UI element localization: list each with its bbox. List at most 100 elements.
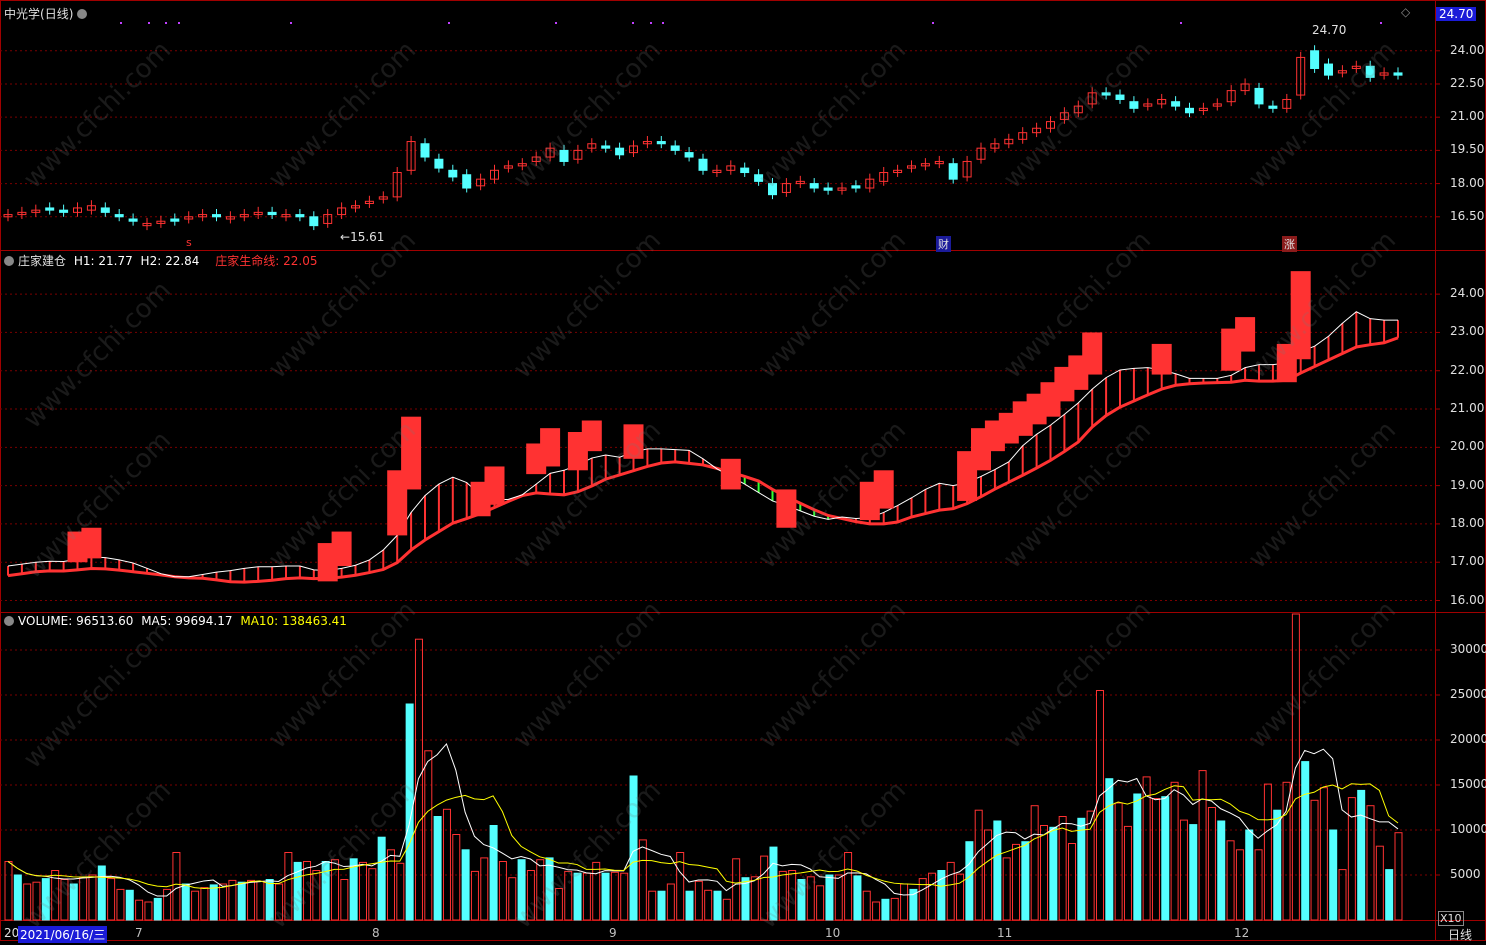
- volume-bar: [69, 883, 78, 921]
- volume-bar: [125, 889, 134, 921]
- volume-bar: [620, 872, 629, 921]
- volume-bar: [414, 638, 423, 921]
- indicator-block: [331, 531, 352, 567]
- volume-bar: [1002, 857, 1011, 921]
- price-candle: [114, 214, 124, 218]
- volume-bar: [489, 825, 498, 921]
- price-candle: [434, 158, 444, 169]
- volume-settings-icon[interactable]: [4, 616, 14, 626]
- volume-bar: [200, 887, 209, 921]
- volume-bar: [657, 890, 666, 921]
- indicator-tick-label: 24.00: [1450, 286, 1485, 301]
- period-day-button[interactable]: 日线: [1448, 928, 1473, 942]
- volume-bar: [219, 883, 228, 921]
- volume-bar: [1067, 843, 1076, 921]
- price-candle: [225, 216, 235, 220]
- volume-bar: [965, 841, 974, 921]
- price-candle: [100, 207, 110, 213]
- volume-tick-label: 25000: [1450, 687, 1486, 701]
- price-candle: [128, 218, 138, 222]
- price-candle: [3, 214, 13, 218]
- price-candle: [907, 165, 916, 169]
- volume-bar: [1021, 841, 1030, 921]
- signal-dot: [632, 22, 634, 24]
- indicator-tick-label: 23.00: [1450, 324, 1485, 339]
- indicator-block: [1082, 332, 1103, 375]
- marker-zhang[interactable]: 涨: [1282, 236, 1297, 252]
- indicator-settings-icon[interactable]: [4, 256, 14, 266]
- volume-bar: [732, 858, 741, 921]
- price-candle: [809, 183, 819, 189]
- low-price-label: ←15.61: [340, 230, 385, 244]
- volume-bar: [442, 808, 451, 921]
- price-candle: [267, 211, 277, 216]
- volume-bar: [564, 870, 573, 921]
- price-candle: [364, 200, 374, 205]
- price-candle: [865, 178, 875, 189]
- volume-tick-label: 5000: [1450, 867, 1481, 881]
- volume-bar: [797, 879, 806, 921]
- last-price-badge: 24.70: [1436, 7, 1477, 21]
- price-candle: [45, 207, 55, 211]
- volume-unit: X10: [1438, 911, 1464, 926]
- price-candle: [212, 214, 221, 218]
- volume-bar: [825, 874, 834, 921]
- volume-bar: [629, 775, 638, 921]
- volume-bar: [4, 861, 13, 921]
- volume-bar: [890, 897, 899, 921]
- marker-s[interactable]: s: [186, 236, 192, 249]
- signal-dot: [555, 22, 557, 24]
- indicator-name: 庄家建仓: [18, 254, 67, 268]
- volume-bar: [1310, 799, 1319, 921]
- volume-bar: [685, 890, 694, 921]
- price-candle: [1143, 103, 1153, 107]
- price-candle: [934, 160, 944, 165]
- price-candle: [962, 160, 972, 178]
- signal-dot: [148, 22, 150, 24]
- price-candle: [948, 163, 958, 180]
- price-tick-label: 16.50: [1450, 208, 1485, 223]
- price-candle: [642, 141, 652, 145]
- indicator-h1: H1: 21.77: [73, 254, 133, 268]
- volume-bar: [1198, 770, 1207, 921]
- price-candle: [1240, 83, 1250, 92]
- price-candle: [795, 180, 805, 185]
- price-candle: [309, 216, 319, 227]
- price-candle: [1351, 65, 1361, 69]
- volume-bar: [760, 855, 769, 921]
- price-candle: [1073, 105, 1083, 114]
- signal-dot: [165, 22, 167, 24]
- volume-bar: [853, 875, 862, 921]
- volume-bar: [181, 883, 190, 921]
- price-candle: [1115, 94, 1125, 100]
- price-candle: [142, 222, 152, 227]
- h1-line: [7, 311, 1398, 578]
- price-candle: [1004, 138, 1014, 145]
- price-candle: [1393, 72, 1403, 76]
- volume-bar: [956, 873, 965, 921]
- indicator-tick-label: 16.00: [1450, 592, 1485, 607]
- signal-dot: [1180, 22, 1182, 24]
- settings-icon[interactable]: [77, 9, 88, 19]
- price-candle: [490, 169, 499, 180]
- volume-bar: [377, 836, 386, 921]
- indicator-tick-label: 18.00: [1450, 515, 1485, 530]
- price-candle: [601, 145, 611, 149]
- volume-bar: [498, 861, 507, 921]
- price-candle: [1101, 92, 1111, 96]
- volume-bar: [1245, 829, 1254, 921]
- volume-bar: [778, 870, 787, 921]
- price-candle: [392, 172, 402, 198]
- marker-cai[interactable]: 财: [936, 236, 951, 252]
- price-candle: [281, 214, 291, 218]
- volume-bar: [573, 872, 582, 921]
- volume-ma5: MA5: 99694.17: [141, 614, 233, 628]
- life-line: [7, 336, 1399, 584]
- price-candle: [893, 169, 903, 174]
- volume-bar: [321, 861, 330, 921]
- price-candle: [545, 147, 555, 158]
- price-candle: [476, 178, 486, 187]
- diamond-icon[interactable]: ◇: [1401, 5, 1411, 19]
- price-candle: [170, 218, 180, 222]
- volume-bar: [704, 889, 713, 921]
